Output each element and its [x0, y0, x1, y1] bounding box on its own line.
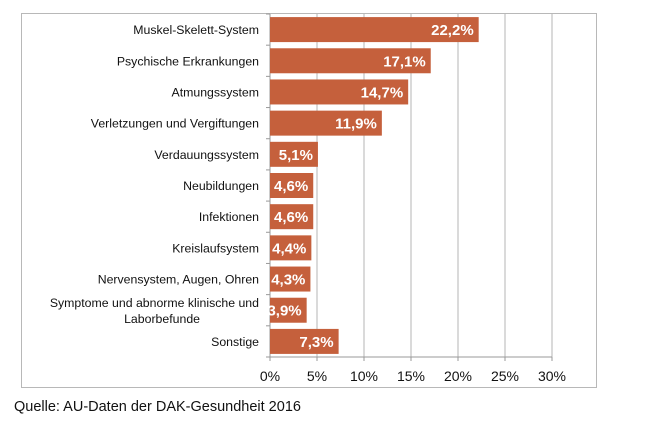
data-label: 4,3%	[271, 272, 305, 289]
data-label: 11,9%	[335, 116, 377, 133]
data-label: 17,1%	[383, 53, 426, 70]
x-tick-label: 30%	[538, 368, 566, 384]
category-label: Atmungssystem	[172, 85, 259, 99]
x-tick-label: 20%	[444, 368, 472, 384]
data-label: 4,6%	[274, 178, 308, 195]
category-label: Verdauungssystem	[154, 148, 259, 162]
data-label: 5,1%	[279, 147, 313, 164]
bar	[270, 17, 479, 43]
bar	[270, 48, 431, 74]
data-label: 4,6%	[274, 209, 308, 226]
data-label: 3,9%	[267, 303, 301, 320]
category-label: Infektionen	[199, 210, 259, 224]
bar	[270, 266, 311, 292]
chart-frame	[21, 13, 597, 388]
category-label: Verletzungen und Vergiftungen	[91, 117, 259, 131]
x-tick-label: 15%	[397, 368, 425, 384]
bar	[270, 297, 307, 323]
x-tick-label: 25%	[491, 368, 519, 384]
category-label: Symptome und abnorme klinische und Laborb…	[50, 296, 259, 326]
bar	[270, 235, 312, 261]
bar	[270, 328, 339, 354]
data-label: 14,7%	[361, 84, 404, 101]
x-tick-label: 10%	[350, 368, 378, 384]
bar	[270, 204, 314, 230]
category-label: Psychische Erkrankungen	[117, 54, 259, 68]
data-label: 7,3%	[299, 334, 333, 351]
x-tick-label: 0%	[260, 368, 280, 384]
category-label: Sonstige	[211, 335, 259, 349]
category-label: Neubildungen	[183, 179, 259, 193]
bar	[270, 141, 318, 167]
category-label: Nervensystem, Augen, Ohren	[98, 273, 259, 287]
bar	[270, 79, 409, 105]
x-tick-label: 5%	[307, 368, 327, 384]
data-label: 22,2%	[431, 22, 474, 39]
bar	[270, 110, 382, 136]
data-label: 4,4%	[272, 240, 306, 257]
source-note: Quelle: AU-Daten der DAK-Gesundheit 2016	[14, 399, 301, 415]
category-label: Muskel-Skelett-System	[133, 23, 259, 37]
bar	[270, 173, 314, 198]
category-label: Kreislaufsystem	[172, 241, 259, 255]
